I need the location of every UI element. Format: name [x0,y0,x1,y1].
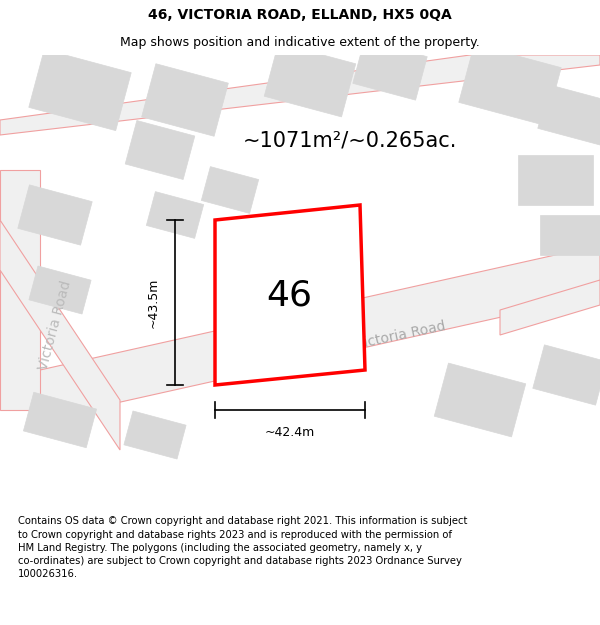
Polygon shape [0,220,120,450]
Polygon shape [538,85,600,145]
Polygon shape [0,170,40,410]
Text: 46, VICTORIA ROAD, ELLAND, HX5 0QA: 46, VICTORIA ROAD, ELLAND, HX5 0QA [148,8,452,22]
Polygon shape [23,392,97,448]
Polygon shape [142,64,229,136]
Polygon shape [202,167,259,213]
Polygon shape [540,215,600,255]
Polygon shape [0,55,600,135]
Text: Map shows position and indicative extent of the property.: Map shows position and indicative extent… [120,36,480,49]
Text: ~42.4m: ~42.4m [265,426,315,439]
Text: ~1071m²/~0.265ac.: ~1071m²/~0.265ac. [243,130,457,150]
Polygon shape [264,43,356,117]
Polygon shape [214,220,266,260]
Polygon shape [434,363,526,437]
Text: ~43.5m: ~43.5m [146,278,160,328]
Polygon shape [459,44,561,126]
Polygon shape [40,245,600,420]
Polygon shape [146,192,203,238]
Polygon shape [533,345,600,405]
Text: Victoria Road: Victoria Road [353,319,446,351]
Polygon shape [353,40,427,100]
Polygon shape [29,49,131,131]
Polygon shape [215,205,365,385]
Polygon shape [18,185,92,245]
Text: Victoria Road: Victoria Road [36,279,74,371]
Polygon shape [517,155,593,205]
Text: Contains OS data © Crown copyright and database right 2021. This information is : Contains OS data © Crown copyright and d… [18,516,467,579]
Polygon shape [125,121,195,179]
Text: 46: 46 [266,278,312,312]
Polygon shape [500,280,600,335]
Polygon shape [124,411,186,459]
Polygon shape [29,266,91,314]
